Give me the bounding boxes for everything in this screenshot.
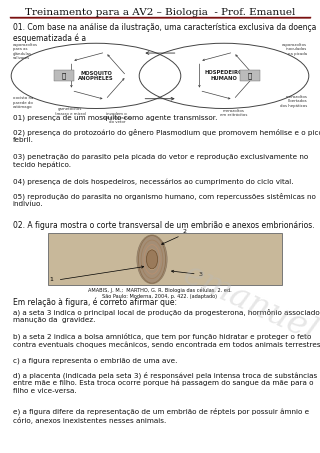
Text: 1: 1 <box>50 277 53 283</box>
Text: a) a seta 3 indica o principal local de produção da progesterona, hormônio assoc: a) a seta 3 indica o principal local de … <box>13 308 320 323</box>
Text: emanuel: emanuel <box>177 259 320 348</box>
Ellipse shape <box>137 235 167 284</box>
Text: 05) reprodução do parasita no organismo humano, com repercussões sistêmicas no
i: 05) reprodução do parasita no organismo … <box>13 193 316 207</box>
Text: 03) penetração do parasito pela picada do vetor e reprodução exclusivamente no
t: 03) penetração do parasito pela picada d… <box>13 154 308 168</box>
Text: invadem o
tubo digestivo
do vetor: invadem o tubo digestivo do vetor <box>103 112 131 125</box>
Text: 🦟: 🦟 <box>62 72 66 79</box>
Text: e) a figura difere da representação de um embrião de répteis por possuir âmnio e: e) a figura difere da representação de u… <box>13 408 309 424</box>
Text: c) a figura representa o embrião de uma ave.: c) a figura representa o embrião de uma … <box>13 358 177 364</box>
Text: 🧍: 🧍 <box>247 72 252 79</box>
Text: 02) presença do protozoário do gênero Plasmodium que promovem hemólise e o pico
: 02) presença do protozoário do gênero Pl… <box>13 128 320 143</box>
Text: merozoítos
em eritrócitos: merozoítos em eritrócitos <box>220 109 247 117</box>
Text: esporozoítos
inoculados
na picada: esporozoítos inoculados na picada <box>282 43 307 56</box>
Text: esporozoítos
para as
glândulas
salivares: esporozoítos para as glândulas salivares <box>13 43 38 60</box>
Text: Treinamento para a AV2 – Biologia  - Prof. Emanuel: Treinamento para a AV2 – Biologia - Prof… <box>25 8 295 17</box>
Text: oocisto na
parede do
estômago: oocisto na parede do estômago <box>13 96 33 109</box>
Text: 3: 3 <box>198 271 203 277</box>
Ellipse shape <box>147 250 158 269</box>
Text: gametócitos
(macro e micro): gametócitos (macro e micro) <box>55 107 86 116</box>
Text: Em relação à figura, é correto afirmar que:: Em relação à figura, é correto afirmar q… <box>13 297 177 307</box>
Text: AMABIS, J. M.;  MARTHO, G. R. Biologia das células. 2. ed.
São Paulo: Moderna, 2: AMABIS, J. M.; MARTHO, G. R. Biologia da… <box>88 287 232 299</box>
Text: 02. A figura mostra o corte transversal de um embrião e anexos embrionários.: 02. A figura mostra o corte transversal … <box>13 221 315 230</box>
Text: b) a seta 2 indica a bolsa amniótica, que tem por função hidratar e proteger o f: b) a seta 2 indica a bolsa amniótica, qu… <box>13 333 320 348</box>
Text: 04) presença de dois hospedeiros, necessários ao cumprimento do ciclo vital.: 04) presença de dois hospedeiros, necess… <box>13 179 293 186</box>
Text: 01) presença de um mosquito como agente transmissor.: 01) presença de um mosquito como agente … <box>13 115 217 121</box>
Text: 01. Com base na análise da ilustração, uma característica exclusiva da doença
es: 01. Com base na análise da ilustração, u… <box>13 23 316 43</box>
Text: HOSPEDEIRO
HUMANO: HOSPEDEIRO HUMANO <box>205 71 243 81</box>
Text: d) a placenta (indicada pela seta 3) é responsável pela intensa troca de substân: d) a placenta (indicada pela seta 3) é r… <box>13 371 317 394</box>
Text: 2: 2 <box>182 229 187 234</box>
FancyBboxPatch shape <box>240 71 260 82</box>
Text: MOSQUITO
ANOPHELES: MOSQUITO ANOPHELES <box>78 71 114 81</box>
FancyBboxPatch shape <box>48 233 282 285</box>
Text: merozoítos
libertados
dos hepáticos: merozoítos libertados dos hepáticos <box>280 95 307 108</box>
FancyBboxPatch shape <box>54 71 74 82</box>
Ellipse shape <box>11 43 181 109</box>
Ellipse shape <box>139 43 309 109</box>
